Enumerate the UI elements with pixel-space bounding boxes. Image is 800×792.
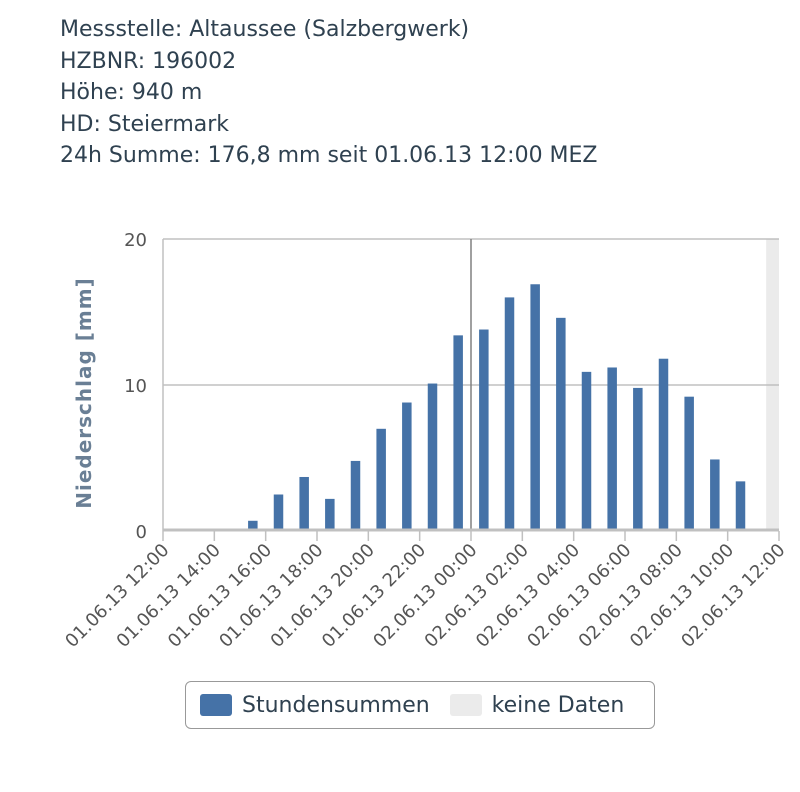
legend-label-bars: Stundensummen: [242, 692, 430, 718]
legend-swatch-nodata: [449, 694, 482, 716]
bar: [479, 329, 489, 531]
bar: [350, 460, 361, 531]
bar: [633, 387, 643, 531]
bar: [325, 498, 335, 531]
station-name: Messstelle: Altaussee (Salzbergwerk): [60, 17, 470, 42]
legend-item-bars[interactable]: Stundensummen: [200, 693, 430, 718]
bar: [453, 335, 463, 531]
y-tick-label: 10: [124, 376, 147, 397]
station-info: Messstelle: Altaussee (Salzbergwerk) HZB…: [60, 14, 598, 172]
y-axis-label: Niederschlag [mm]: [72, 277, 96, 509]
bar: [273, 494, 284, 531]
station-hd: HD: Steiermark: [60, 111, 230, 137]
legend-label-nodata: keine Daten: [491, 692, 625, 718]
bar: [710, 459, 720, 531]
bar: [735, 481, 746, 531]
bar-series: [248, 284, 746, 531]
y-tick-label: 0: [136, 522, 147, 543]
y-tick-label: 20: [124, 230, 147, 251]
bar: [684, 396, 694, 531]
bar: [581, 371, 592, 531]
axes: [162, 239, 780, 541]
bar: [556, 317, 566, 531]
bar: [607, 367, 617, 531]
legend: Stundensummen keine Daten: [185, 681, 655, 729]
y-tick-labels: 0 10 20: [124, 230, 147, 543]
bar: [427, 383, 438, 531]
bar: [504, 297, 515, 531]
grid-lines: [163, 238, 779, 531]
legend-swatch-bars: [200, 694, 232, 716]
bar: [299, 476, 309, 531]
bar: [658, 358, 669, 531]
station-hzbnr: HZBNR: 196002: [60, 48, 237, 74]
legend-item-nodata[interactable]: keine Daten: [449, 692, 625, 718]
bar: [402, 402, 412, 531]
station-altitude: Höhe: 940 m: [60, 80, 203, 105]
precipitation-24h-sum: 24h Summe: 176,8 mm seit 01.06.13 12:00 …: [60, 143, 598, 168]
bar: [248, 520, 258, 531]
bar: [530, 284, 540, 531]
bar: [376, 428, 386, 531]
